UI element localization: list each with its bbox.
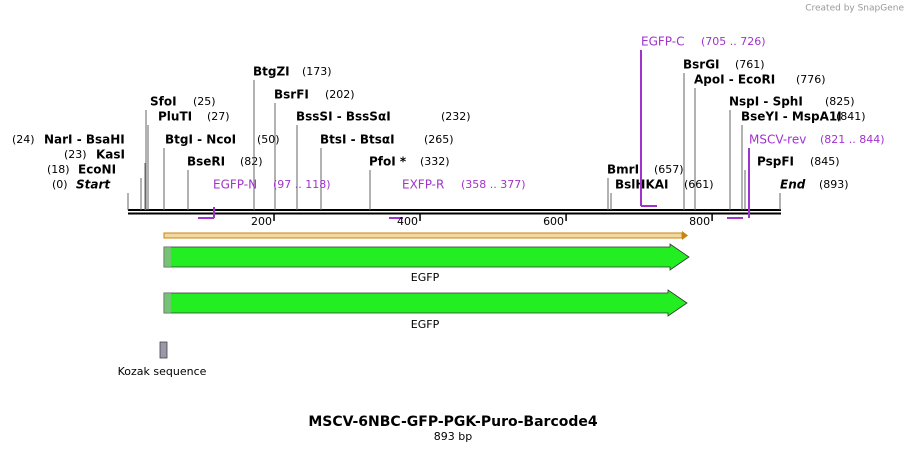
site-position: (50) [257,133,280,146]
ruler-label: 400 [397,215,418,228]
primer-range: (821 .. 844) [820,133,885,146]
site-position: (232) [441,110,471,123]
site-position: (25) [193,95,216,108]
site-position: (202) [325,88,355,101]
site-position: (23) [64,148,87,161]
site-position: (845) [810,155,840,168]
site-position: (173) [302,65,332,78]
feature-arrow [163,289,688,317]
site-position: (27) [207,110,230,123]
primer-name: EGFP-C [641,35,684,49]
site-name: ApoI - EcoRI [694,73,775,87]
primer-name: EXFP-R [402,178,444,192]
site-name: PspFI [757,155,794,169]
site-name: EcoNI [78,163,116,177]
feature-start [164,293,171,313]
site-position: (841) [836,110,866,123]
site-position: (825) [825,95,855,108]
feature-label: EGFP [411,271,440,284]
orf-head [682,231,688,240]
site-name: PfoI * [369,155,407,169]
site-name: BtgZI [253,65,290,79]
orf [163,232,683,239]
watermark: Created by SnapGene [805,4,904,14]
site-position: (661) [684,178,714,191]
primer-name: EGFP-N [213,178,257,192]
kozak [159,341,168,359]
site-name: Start [76,178,111,192]
site-position: (24) [12,133,35,146]
primer-range: (97 .. 118) [273,178,331,191]
feature-arrow [163,243,690,271]
primer-range: (705 .. 726) [701,35,766,48]
site-name: BsrGI [683,58,720,72]
site-name: BtsI - BtsαI [320,133,395,147]
site-name: NarI - BsaHI [44,133,125,147]
site-position: (18) [47,163,70,176]
site-position: (657) [654,163,684,176]
site-name: BsrFI [274,88,309,102]
feature-label: EGFP [411,318,440,331]
site-position: (265) [424,133,454,146]
site-position: (0) [52,178,68,191]
site-position: (776) [796,73,826,86]
site-position: (761) [735,58,765,71]
site-name: BssSI - BssSαI [296,110,391,124]
map-title: MSCV-6NBC-GFP-PGK-Puro-Barcode4 [308,414,598,430]
ruler-label: 200 [251,215,272,228]
site-name: BtgI - NcoI [165,133,236,147]
feature-start [164,247,171,267]
site-position: (893) [819,178,849,191]
site-position: (332) [420,155,450,168]
site-position: (82) [240,155,263,168]
site-name: PluTI [158,110,192,124]
primer-name: MSCV-rev [749,133,806,147]
ruler-label: 600 [543,215,564,228]
site-name: SfoI [150,95,177,109]
primer-range: (358 .. 377) [461,178,526,191]
map-length: 893 bp [434,430,472,443]
site-name: NspI - SphI [729,95,803,109]
feature-label: Kozak sequence [118,365,207,378]
site-name: BmrI [607,163,639,177]
ruler-label: 800 [689,215,710,228]
site-name: BseYI - MspA1I [741,110,842,124]
site-name: End [780,178,806,192]
site-name: KasI [96,148,125,162]
site-name: BseRI [187,155,225,169]
